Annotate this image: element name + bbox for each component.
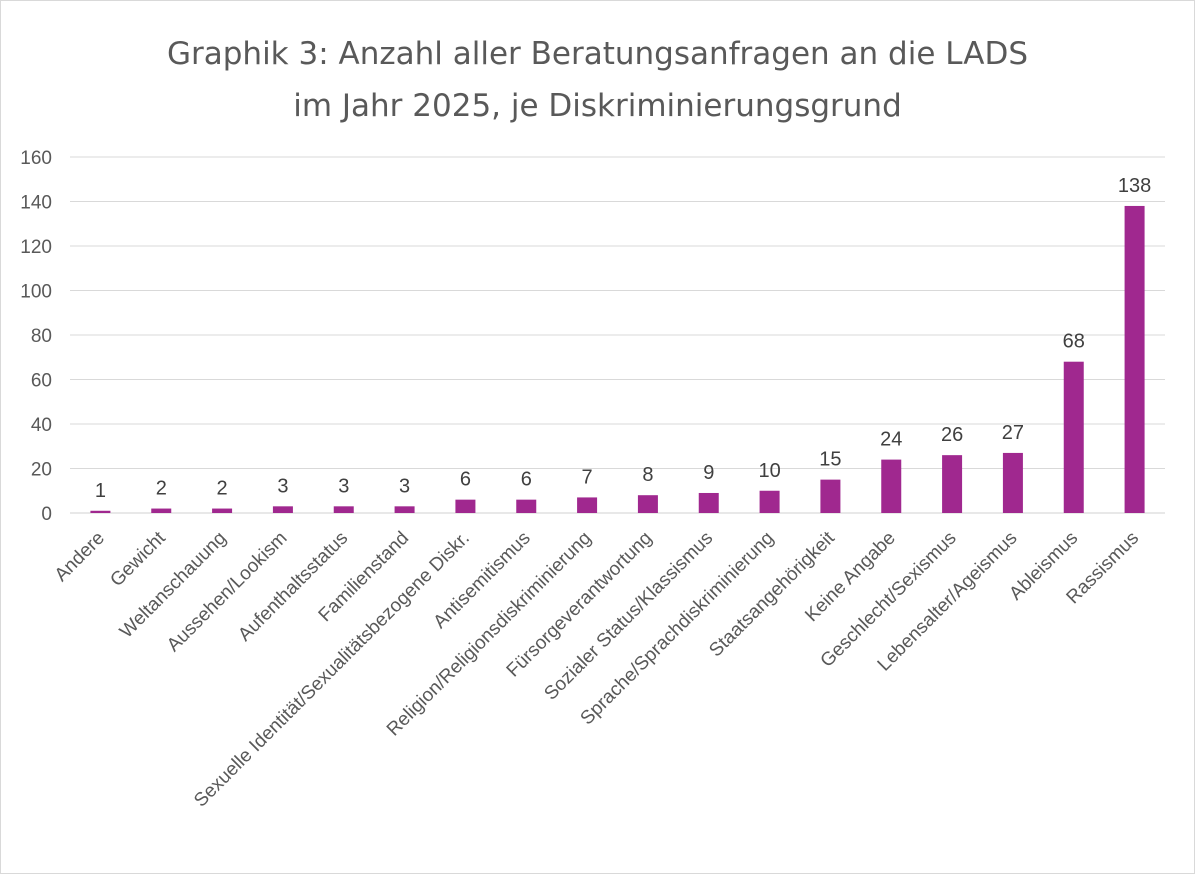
bar — [455, 499, 476, 513]
gridlines — [70, 156, 1165, 514]
bar — [942, 455, 963, 513]
chart-title-line-1: Graphik 3: Anzahl aller Beratungsanfrage… — [166, 36, 1029, 72]
bar — [394, 506, 415, 513]
y-tick-label: 140 — [20, 193, 52, 214]
y-tick-label: 20 — [31, 460, 52, 481]
y-tick-label: 80 — [31, 326, 52, 347]
y-axis-tick-labels: 0 20 40 60 80 100 120 140 160 — [20, 148, 52, 525]
bar — [637, 495, 658, 513]
data-label: 3 — [277, 475, 288, 497]
data-label: 27 — [1002, 422, 1024, 444]
chart-title: Graphik 3: Anzahl aller Beratungsanfrage… — [0, 28, 1195, 132]
bar — [151, 508, 172, 513]
data-label: 6 — [521, 469, 532, 491]
bar — [577, 497, 598, 513]
y-tick-label: 60 — [31, 371, 52, 392]
data-label: 9 — [703, 462, 714, 484]
data-label: 3 — [399, 475, 410, 497]
data-label: 8 — [642, 464, 653, 486]
bar — [212, 508, 233, 513]
y-tick-label: 0 — [41, 504, 52, 525]
data-label: 1 — [95, 480, 106, 502]
y-tick-label: 40 — [31, 415, 52, 436]
bar — [820, 479, 841, 513]
data-label: 6 — [460, 469, 471, 491]
chart-title-line-2: im Jahr 2025, je Diskriminierungsgrund — [293, 88, 902, 124]
x-category-label: Andere — [51, 528, 109, 586]
y-tick-label: 120 — [20, 237, 52, 258]
bar — [1124, 205, 1145, 513]
x-axis-category-labels: AndereGewichtWeltanschauungAussehen/Look… — [51, 527, 1143, 811]
bar — [333, 506, 354, 513]
bar — [698, 492, 719, 513]
data-label: 2 — [156, 478, 167, 500]
bar — [881, 459, 902, 513]
data-label: 7 — [582, 466, 593, 488]
bar — [272, 506, 293, 513]
x-category-label: Weltanschauung — [116, 528, 231, 643]
data-label: 15 — [819, 449, 841, 471]
bars — [90, 205, 1145, 513]
bar — [1063, 361, 1084, 513]
y-tick-label: 160 — [20, 148, 52, 169]
data-label: 10 — [758, 460, 780, 482]
data-label: 138 — [1118, 175, 1151, 197]
bar — [90, 510, 111, 513]
data-label: 26 — [941, 424, 963, 446]
x-category-label: Aufenthaltsstatus — [234, 528, 352, 646]
data-labels: 1 2 2 3 3 3 6 6 7 8 9 10 15 24 26 27 68 138 — [95, 175, 1151, 502]
bar — [1002, 452, 1023, 513]
bar — [759, 490, 780, 513]
data-label: 3 — [338, 475, 349, 497]
data-label: 68 — [1063, 331, 1085, 353]
bar — [516, 499, 537, 513]
data-label: 2 — [217, 478, 228, 500]
data-label: 24 — [880, 429, 902, 451]
y-tick-label: 100 — [20, 282, 52, 303]
